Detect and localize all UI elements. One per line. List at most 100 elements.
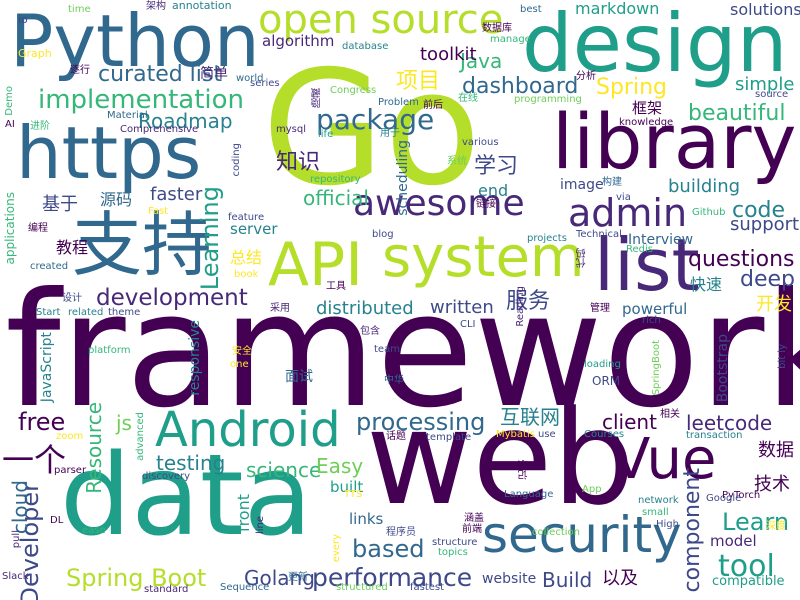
word-124: various [462,137,499,148]
word-180: small [642,507,669,518]
word-188: pull [11,530,22,549]
word-60: algorithm [262,32,335,50]
word-167: Mybatis [496,429,535,440]
word-164: zoom [56,431,84,442]
word-43: Build [542,568,593,592]
word-197: 更新 [288,572,308,583]
word-7: library [552,97,797,186]
word-67: scheduling [395,140,411,216]
word-19: development [96,285,248,311]
word-109: 进阶 [30,121,50,132]
word-2: web [366,382,635,534]
word-86: 数据 [758,440,794,461]
word-87: 技术 [754,474,790,495]
word-18: implementation [38,85,245,115]
word-160: SpringBoot [651,340,662,396]
word-38: client [602,410,657,434]
word-51: official [303,186,369,210]
word-115: Problem [378,97,419,108]
word-103: database [342,41,389,52]
word-88: 快速 [690,275,723,294]
word-147: Start [36,307,61,318]
word-161: 中华 [384,375,404,386]
word-165: 话题 [386,431,406,442]
word-105: world [236,73,264,84]
word-85: 互联网 [500,405,560,429]
word-3: data [60,431,313,561]
word-104: series [250,78,280,89]
word-13: Android [155,402,341,458]
word-33: Learn [722,508,790,536]
word-121: mysql [276,124,306,135]
word-89: 开发 [756,294,792,315]
word-91: 以及 [602,568,638,589]
word-122: 用于 [380,128,400,139]
word-83: 源码 [100,190,133,209]
word-196: Sequence [220,582,270,593]
word-64: end [478,181,509,200]
word-11: 支持 [72,204,212,286]
word-25: performance [312,563,473,592]
word-49: Spring [596,75,667,100]
word-116: 前后 [423,100,443,111]
word-170: transaction [686,430,743,441]
word-32: tool [718,549,775,584]
word-98: 架构 [146,1,166,12]
word-108: AI [5,119,15,130]
word-59: markdown [575,0,660,18]
word-73: compatible [712,574,785,589]
word-112: Congress [330,85,377,96]
word-186: collection [532,527,580,538]
word-5: Python [10,0,260,83]
word-61: server [230,220,278,238]
word-111: Comprehensive [120,124,199,135]
word-110: Material [107,110,148,121]
word-36: deep [740,267,795,292]
word-194: Slack [2,571,29,582]
word-4: design [522,0,788,90]
word-50: toolkit [420,44,477,65]
word-155: 安全 [232,346,252,357]
word-58: solutions [730,0,800,19]
word-193: topics [438,547,468,558]
word-198: structured [336,582,388,593]
word-199: fastest [410,582,445,593]
word-173: PyTorch [722,490,761,501]
word-48: Java [460,49,503,73]
word-146: 管理 [590,303,610,314]
word-81: 基于 [42,194,78,215]
word-141: created [30,261,69,272]
word-114: 在线 [458,93,478,104]
word-153: 包含 [360,326,380,337]
word-71: Bootstrap [715,334,731,403]
word-130: via [616,192,631,203]
word-22: curated list [98,62,222,87]
word-163: advanced [135,412,146,461]
word-26: based [352,535,425,563]
word-94: 简单 [200,66,228,82]
word-135: applications [3,192,17,265]
word-159: bit ly [777,344,788,369]
word-187: 深度 [766,521,786,532]
word-181: DL [50,515,64,526]
word-23: beautiful [688,101,786,126]
word-90: 总结 [230,248,263,267]
word-195: standard [144,584,189,595]
word-162: 相关 [660,409,680,420]
word-184: 涵盖 [464,513,484,524]
word-143: 工具 [326,281,346,292]
word-152: rich [642,315,661,326]
word-35: code [732,198,786,223]
word-95: Graph [18,47,52,60]
word-53: written [430,297,494,318]
word-119: source [755,89,789,100]
word-176: App [582,484,602,495]
word-138: Technical [576,229,622,240]
word-134: 编程 [28,223,48,234]
word-178: network [638,495,679,506]
word-74: JavaScript [39,332,55,403]
word-99: annotation [172,0,232,12]
word-177: Language [504,489,554,500]
word-65: front [234,494,253,533]
